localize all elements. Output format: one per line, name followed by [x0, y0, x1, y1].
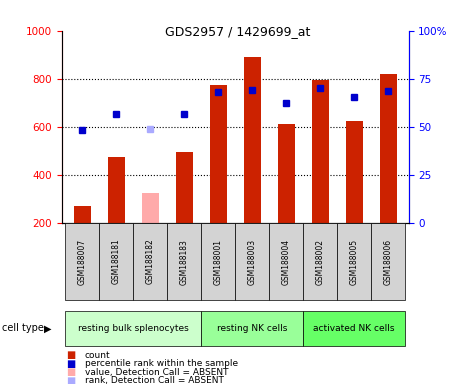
Text: GSM188003: GSM188003 [247, 238, 257, 285]
Text: GDS2957 / 1429699_at: GDS2957 / 1429699_at [165, 25, 310, 38]
Text: GSM188005: GSM188005 [350, 238, 359, 285]
Text: GSM188002: GSM188002 [315, 238, 324, 285]
Bar [65, 223, 99, 300]
Text: GSM188001: GSM188001 [214, 238, 223, 285]
Bar [380, 74, 397, 223]
Bar [346, 121, 362, 223]
Text: ■: ■ [66, 350, 76, 360]
Bar [133, 223, 167, 300]
Text: percentile rank within the sample: percentile rank within the sample [85, 359, 238, 368]
Text: cell type: cell type [2, 323, 44, 333]
Bar [65, 311, 201, 346]
Bar [337, 223, 371, 300]
Text: ■: ■ [66, 367, 76, 377]
Text: activated NK cells: activated NK cells [314, 324, 395, 333]
Text: ■: ■ [66, 376, 76, 384]
Bar [277, 124, 294, 223]
Text: GSM188004: GSM188004 [282, 238, 291, 285]
Bar [99, 223, 133, 300]
Bar [167, 223, 201, 300]
Bar [142, 193, 159, 223]
Bar [371, 223, 405, 300]
Text: GSM188183: GSM188183 [180, 238, 189, 285]
Text: GSM188006: GSM188006 [384, 238, 393, 285]
Bar [269, 223, 303, 300]
Bar [176, 152, 193, 223]
Bar [312, 80, 329, 223]
Bar [108, 157, 124, 223]
Bar [235, 223, 269, 300]
Bar [244, 57, 261, 223]
Text: ▶: ▶ [44, 323, 51, 333]
Bar [303, 223, 337, 300]
Text: resting bulk splenocytes: resting bulk splenocytes [78, 324, 189, 333]
Bar [201, 311, 303, 346]
Text: GSM188007: GSM188007 [77, 238, 86, 285]
Text: resting NK cells: resting NK cells [217, 324, 287, 333]
Text: rank, Detection Call = ABSENT: rank, Detection Call = ABSENT [85, 376, 223, 384]
Text: GSM188182: GSM188182 [146, 239, 155, 285]
Text: ■: ■ [66, 359, 76, 369]
Bar [209, 85, 227, 223]
Text: value, Detection Call = ABSENT: value, Detection Call = ABSENT [85, 367, 228, 377]
Text: GSM188181: GSM188181 [112, 239, 121, 285]
Bar [201, 223, 235, 300]
Bar [74, 206, 91, 223]
Bar [303, 311, 405, 346]
Text: count: count [85, 351, 110, 360]
